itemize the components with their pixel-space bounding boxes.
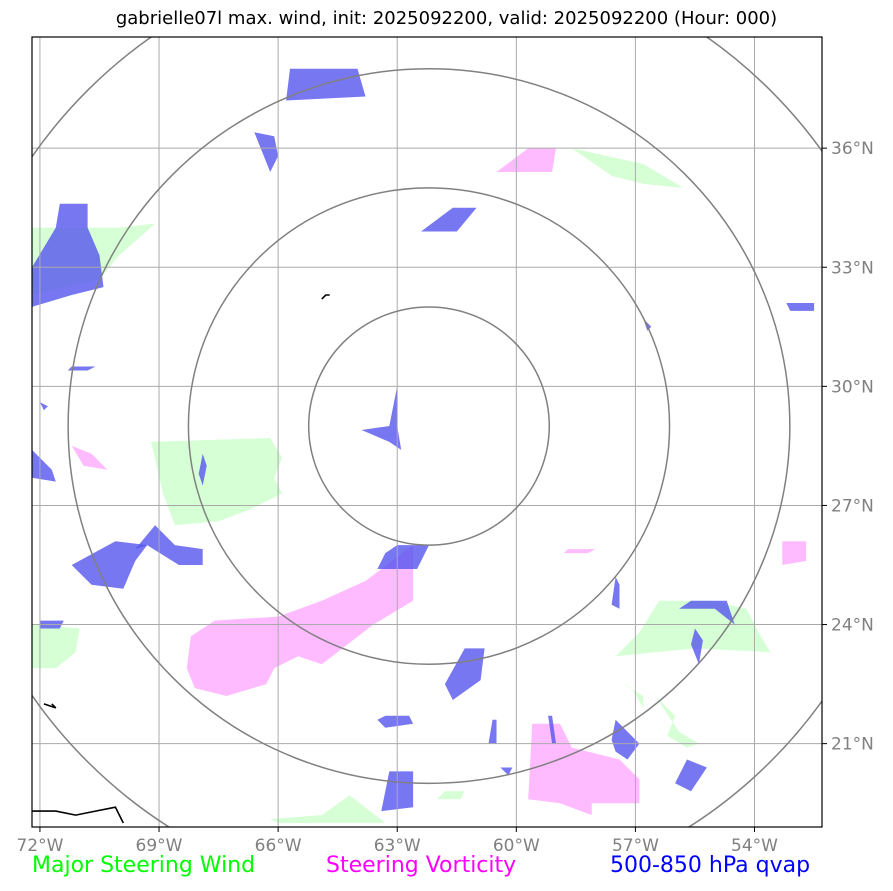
qvap-region (32, 449, 56, 482)
legend-qvap: 500-850 hPa qvap (610, 853, 811, 878)
legend-wind: Major Steering Wind (32, 853, 256, 878)
lat-tick-label: 36°N (831, 139, 874, 159)
lon-tick-label: 54°W (731, 836, 778, 856)
coastline (321, 294, 330, 300)
steering-wind-region (615, 600, 771, 657)
legend-vorticity: Steering Vorticity (326, 853, 517, 878)
qvap-region (135, 525, 203, 565)
coastlines (32, 294, 330, 824)
qvap-region (691, 628, 703, 665)
lon-tick-label: 63°W (374, 836, 421, 856)
map-fields (32, 68, 815, 823)
range-ring (187, 187, 671, 665)
qvap-region (198, 453, 207, 486)
steering-vorticity-region (496, 148, 556, 172)
qvap-region (786, 303, 815, 311)
qvap-region (444, 648, 485, 700)
steering-vorticity-region (186, 545, 414, 696)
steering-wind-region (32, 624, 80, 669)
steering-wind-region (623, 684, 644, 708)
qvap-region (377, 715, 414, 728)
lon-tick-label: 60°W (493, 836, 540, 856)
qvap-region (675, 759, 707, 792)
qvap-region (421, 207, 477, 232)
qvap-region (71, 541, 148, 589)
steering-vorticity-region (71, 445, 108, 470)
qvap-region (377, 545, 429, 569)
map-title: gabrielle07l max. wind, init: 2025092200… (115, 8, 778, 29)
qvap-region (361, 386, 402, 450)
steering-vorticity-region (782, 541, 807, 565)
steering-vorticity-region (564, 549, 596, 554)
coastline (32, 806, 125, 824)
qvap-region (611, 576, 620, 609)
steering-wind-region (436, 791, 465, 800)
lat-tick-label: 24°N (831, 616, 874, 636)
lat-tick-label: 30°N (831, 377, 874, 397)
qvap-region (488, 719, 497, 744)
qvap-region (548, 715, 556, 744)
lat-tick-label: 33°N (831, 258, 874, 278)
qvap-region (500, 767, 513, 776)
graticule (32, 37, 822, 827)
qvap-region (39, 402, 48, 411)
qvap-region (286, 68, 366, 101)
lon-tick-label: 72°W (16, 836, 63, 856)
steering-vorticity-region (528, 723, 640, 816)
lat-tick-label: 27°N (831, 496, 874, 516)
steering-wind-region (655, 696, 699, 748)
qvap-region (67, 366, 96, 371)
lat-tick-label: 21°N (831, 735, 874, 755)
qvap-region (254, 132, 279, 172)
qvap-region (32, 203, 104, 307)
steering-wind-region (151, 438, 283, 526)
lon-tick-label: 69°W (136, 836, 183, 856)
steering-wind-region (270, 795, 386, 823)
qvap-region (679, 600, 735, 625)
steering-wind-region (571, 148, 684, 188)
lon-tick-label: 66°W (255, 836, 302, 856)
range-ring (307, 306, 551, 546)
lon-tick-label: 57°W (612, 836, 659, 856)
coastline (43, 703, 57, 709)
range-ring (67, 68, 791, 785)
map-frame (31, 36, 823, 828)
axis-ticks: 72°W 69°W 66°W 63°W 60°W 57°W 54°W 36°N 33°N 30°N… (16, 139, 873, 856)
